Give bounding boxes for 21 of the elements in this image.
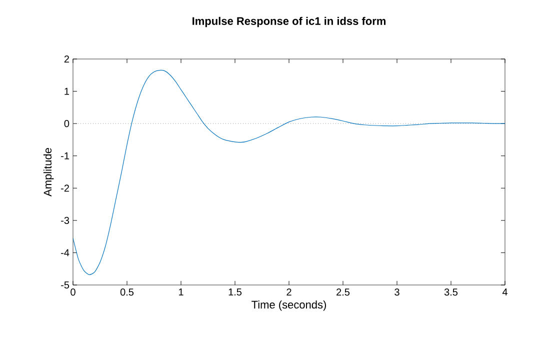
y-tick-label: -5 [61, 281, 70, 288]
y-tick-label: -2 [61, 184, 69, 192]
y-tick-label: -1 [61, 152, 69, 160]
x-tick-label: 1.5 [228, 288, 242, 296]
x-tick-label: 3 [394, 288, 400, 296]
chart-title: Impulse Response of ic1 in idss form [192, 16, 386, 28]
x-tick-label: 1 [178, 288, 184, 296]
y-tick-label: -3 [61, 216, 70, 224]
x-tick-label: 3.5 [444, 288, 458, 296]
y-tick-label: -4 [61, 249, 70, 256]
y-axis-title: Amplitude [43, 148, 54, 196]
y-tick-label: 0 [64, 120, 70, 128]
x-tick-label: 4 [502, 288, 508, 296]
x-tick-label: 0.5 [120, 288, 134, 296]
line-series [73, 70, 505, 275]
x-tick-label: 2 [286, 288, 292, 296]
x-tick-label: 2.5 [336, 288, 350, 296]
y-tick-label: 1 [64, 88, 69, 95]
x-tick-label: 0 [70, 288, 76, 296]
y-tick-label: 2 [64, 56, 69, 62]
x-axis-title: Time (seconds) [252, 300, 326, 311]
